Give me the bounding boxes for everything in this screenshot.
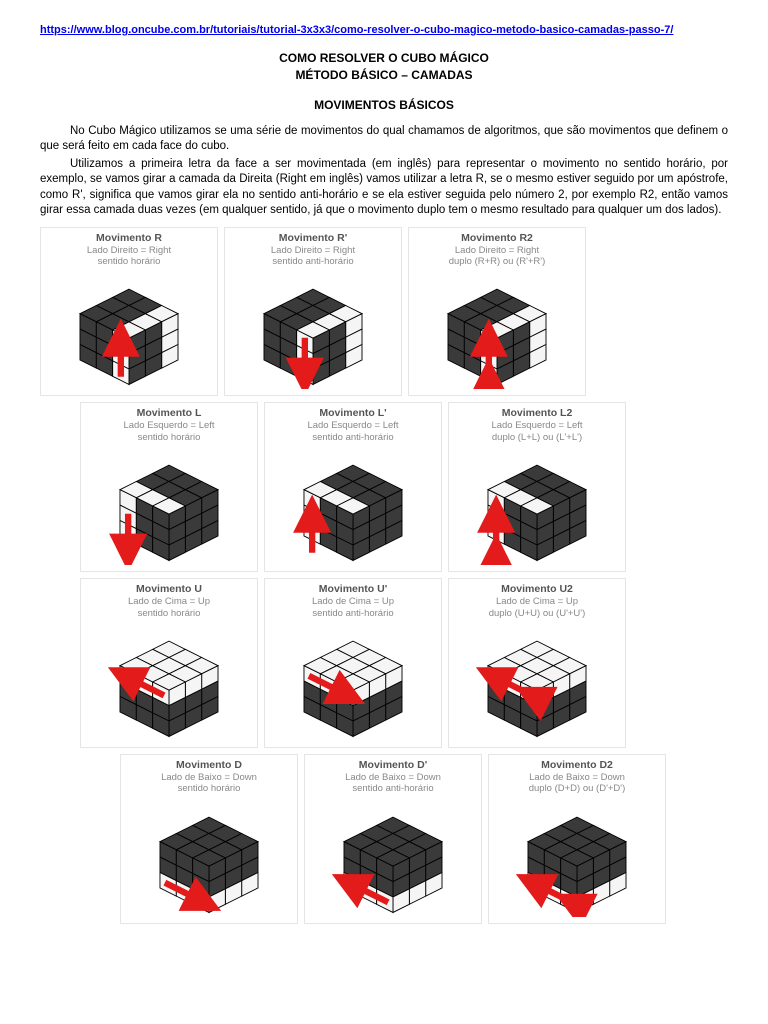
move-subtitle: Lado Esquerdo = Leftsentido horário bbox=[87, 420, 251, 443]
title-line-1: COMO RESOLVER O CUBO MÁGICO bbox=[40, 50, 728, 67]
cube-diagram bbox=[455, 447, 619, 565]
cube-diagram bbox=[127, 799, 291, 917]
move-cell: Movimento DLado de Baixo = Downsentido h… bbox=[120, 754, 298, 924]
move-cell: Movimento R2Lado Direito = Rightduplo (R… bbox=[408, 227, 586, 397]
move-title: Movimento L' bbox=[271, 407, 435, 419]
cube-diagram bbox=[231, 271, 395, 389]
move-title: Movimento L2 bbox=[455, 407, 619, 419]
move-subtitle: Lado de Baixo = Downsentido horário bbox=[127, 772, 291, 795]
move-subtitle: Lado de Cima = Upsentido horário bbox=[87, 596, 251, 619]
cube-diagram bbox=[271, 623, 435, 741]
move-cell: Movimento D'Lado de Baixo = Downsentido … bbox=[304, 754, 482, 924]
cube-diagram bbox=[47, 271, 211, 389]
move-cell: Movimento LLado Esquerdo = Leftsentido h… bbox=[80, 402, 258, 572]
cube-diagram bbox=[311, 799, 475, 917]
move-row: Movimento LLado Esquerdo = Leftsentido h… bbox=[80, 402, 728, 572]
intro-paragraph-2: Utilizamos a primeira letra da face a se… bbox=[40, 157, 728, 219]
move-row: Movimento DLado de Baixo = Downsentido h… bbox=[120, 754, 728, 924]
source-url-link[interactable]: https://www.blog.oncube.com.br/tutoriais… bbox=[40, 24, 728, 36]
move-cell: Movimento R'Lado Direito = Rightsentido … bbox=[224, 227, 402, 397]
move-subtitle: Lado de Cima = Upsentido anti-horário bbox=[271, 596, 435, 619]
move-title: Movimento U2 bbox=[455, 583, 619, 595]
move-row: Movimento RLado Direito = Rightsentido h… bbox=[40, 227, 728, 397]
move-cell: Movimento U'Lado de Cima = Upsentido ant… bbox=[264, 578, 442, 748]
move-title: Movimento D' bbox=[311, 759, 475, 771]
move-cell: Movimento L'Lado Esquerdo = Leftsentido … bbox=[264, 402, 442, 572]
move-title: Movimento U' bbox=[271, 583, 435, 595]
cube-diagram bbox=[87, 447, 251, 565]
move-cell: Movimento U2Lado de Cima = Upduplo (U+U)… bbox=[448, 578, 626, 748]
section-title: MOVIMENTOS BÁSICOS bbox=[40, 98, 728, 112]
move-subtitle: Lado de Baixo = Downsentido anti-horário bbox=[311, 772, 475, 795]
move-title: Movimento D bbox=[127, 759, 291, 771]
cube-diagram bbox=[271, 447, 435, 565]
move-title: Movimento L bbox=[87, 407, 251, 419]
cube-diagram bbox=[415, 271, 579, 389]
move-title: Movimento R2 bbox=[415, 232, 579, 244]
move-cell: Movimento RLado Direito = Rightsentido h… bbox=[40, 227, 218, 397]
intro-paragraph-1: No Cubo Mágico utilizamos se uma série d… bbox=[40, 124, 728, 155]
move-subtitle: Lado Direito = Rightsentido horário bbox=[47, 245, 211, 268]
cube-diagram bbox=[87, 623, 251, 741]
move-cell: Movimento L2Lado Esquerdo = Leftduplo (L… bbox=[448, 402, 626, 572]
move-title: Movimento U bbox=[87, 583, 251, 595]
move-subtitle: Lado Esquerdo = Leftduplo (L+L) ou (L'+L… bbox=[455, 420, 619, 443]
move-subtitle: Lado de Baixo = Downduplo (D+D) ou (D'+D… bbox=[495, 772, 659, 795]
move-subtitle: Lado Direito = Rightsentido anti-horário bbox=[231, 245, 395, 268]
move-subtitle: Lado de Cima = Upduplo (U+U) ou (U'+U') bbox=[455, 596, 619, 619]
move-row: Movimento ULado de Cima = Upsentido horá… bbox=[80, 578, 728, 748]
title-line-2: MÉTODO BÁSICO – CAMADAS bbox=[40, 67, 728, 84]
move-cell: Movimento ULado de Cima = Upsentido horá… bbox=[80, 578, 258, 748]
move-title: Movimento R bbox=[47, 232, 211, 244]
page-title-block: COMO RESOLVER O CUBO MÁGICO MÉTODO BÁSIC… bbox=[40, 50, 728, 84]
cube-diagram bbox=[495, 799, 659, 917]
moves-grid: Movimento RLado Direito = Rightsentido h… bbox=[40, 227, 728, 924]
move-subtitle: Lado Esquerdo = Leftsentido anti-horário bbox=[271, 420, 435, 443]
cube-diagram bbox=[455, 623, 619, 741]
move-subtitle: Lado Direito = Rightduplo (R+R) ou (R'+R… bbox=[415, 245, 579, 268]
move-title: Movimento R' bbox=[231, 232, 395, 244]
move-cell: Movimento D2Lado de Baixo = Downduplo (D… bbox=[488, 754, 666, 924]
move-title: Movimento D2 bbox=[495, 759, 659, 771]
